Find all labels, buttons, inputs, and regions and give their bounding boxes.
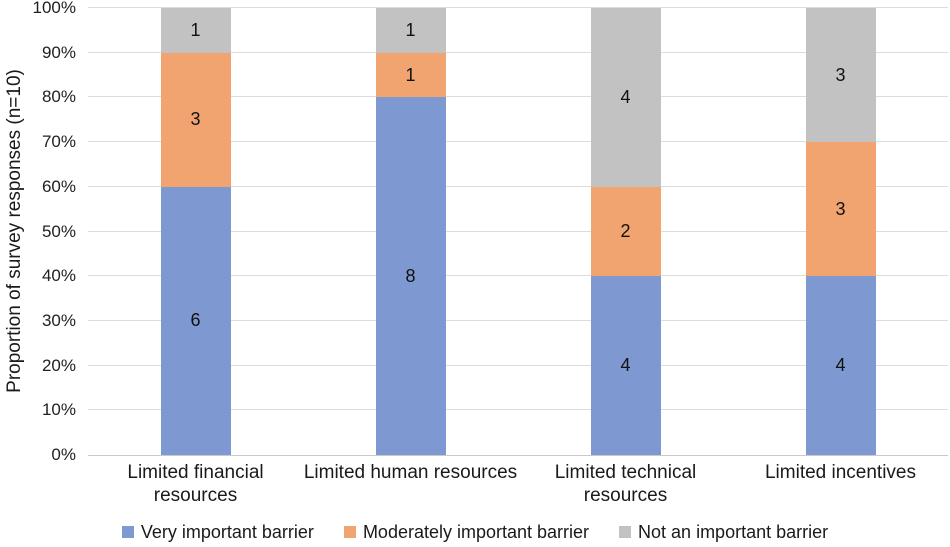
grid-line bbox=[88, 96, 948, 98]
grid-line bbox=[88, 364, 948, 366]
legend-item: Moderately important barrier bbox=[343, 521, 590, 543]
grid-line bbox=[88, 275, 948, 277]
bar-value-label: 1 bbox=[405, 64, 416, 85]
x-category-label: Limited incentives bbox=[764, 462, 917, 483]
bar-segment: 1 bbox=[375, 8, 446, 53]
legend-swatch bbox=[343, 526, 356, 538]
y-tick-label: 40% bbox=[41, 266, 76, 286]
legend-label: Very important barrier bbox=[140, 521, 314, 542]
y-tick-label: 30% bbox=[41, 310, 76, 330]
x-category-label: Limited financial resources bbox=[127, 462, 264, 506]
bar-segment: 3 bbox=[160, 52, 231, 187]
y-tick-label: 60% bbox=[41, 176, 76, 196]
x-category-label: Limited technical resources bbox=[554, 462, 697, 506]
bar-segment: 1 bbox=[375, 52, 446, 98]
grid-line bbox=[88, 141, 948, 143]
y-tick-label: 0% bbox=[51, 445, 76, 464]
bar-value-label: 3 bbox=[190, 109, 201, 130]
grid-line bbox=[88, 7, 948, 8]
bar-segment: 2 bbox=[590, 186, 661, 277]
grid-line bbox=[88, 51, 948, 53]
grid-line bbox=[88, 409, 948, 411]
legend-swatch bbox=[619, 526, 632, 538]
bar-value-label: 2 bbox=[620, 220, 631, 241]
bar-value-label: 1 bbox=[405, 19, 416, 40]
legend-item: Very important barrier bbox=[121, 521, 314, 543]
bar-segment: 3 bbox=[805, 8, 876, 143]
y-tick-label: 90% bbox=[41, 42, 76, 62]
bar-segment: 4 bbox=[590, 8, 661, 187]
legend: Very important barrier Moderately importa… bbox=[0, 519, 950, 545]
bar-value-label: 4 bbox=[620, 86, 631, 107]
x-category-label: Limited human resources bbox=[303, 462, 518, 483]
bar-segment: 6 bbox=[160, 186, 231, 455]
legend-swatch bbox=[121, 526, 134, 538]
bar-value-label: 4 bbox=[620, 355, 631, 376]
y-tick-label: 20% bbox=[41, 355, 76, 375]
bar-value-label: 6 bbox=[190, 310, 201, 331]
bar-value-label: 1 bbox=[190, 19, 201, 40]
bar-segment: 4 bbox=[805, 276, 876, 455]
legend-label: Moderately important barrier bbox=[362, 521, 590, 542]
bar-segment: 4 bbox=[590, 276, 661, 455]
bar-value-label: 3 bbox=[835, 64, 846, 85]
y-tick-label: 10% bbox=[41, 400, 76, 420]
legend-label: Not an important barrier bbox=[638, 521, 829, 542]
grid-line bbox=[88, 230, 948, 232]
grid-line bbox=[88, 185, 948, 187]
y-tick-label: 100% bbox=[32, 0, 76, 17]
bar-value-label: 3 bbox=[835, 198, 846, 219]
bar-segment: 8 bbox=[375, 97, 446, 455]
y-tick-label: 70% bbox=[41, 132, 76, 152]
y-tick-label: 50% bbox=[41, 221, 76, 241]
x-axis-line bbox=[88, 455, 948, 456]
bar-segment: 3 bbox=[805, 142, 876, 277]
y-tick-label: 80% bbox=[41, 87, 76, 107]
legend-item: Not an important barrier bbox=[619, 522, 828, 543]
bar-segment: 1 bbox=[160, 8, 231, 53]
grid-line bbox=[88, 319, 948, 321]
bar-value-label: 8 bbox=[405, 265, 416, 286]
bar-value-label: 4 bbox=[835, 355, 846, 376]
